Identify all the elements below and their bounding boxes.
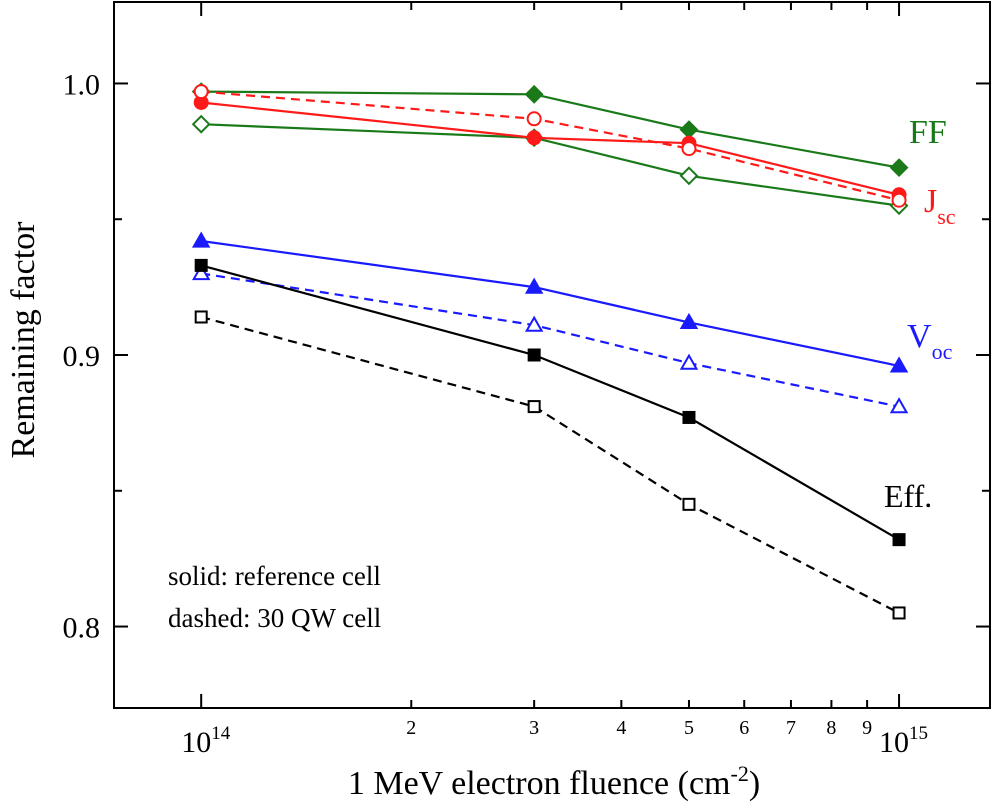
x-minor-tick-label: 4 (616, 717, 626, 739)
series-line-eff_qw (200, 315, 900, 614)
data-point-voc_qw (191, 264, 211, 281)
x-tick-label-base: 10 (181, 726, 211, 759)
data-point-ff_ref (889, 158, 909, 178)
data-point-jsc_ref (526, 130, 542, 146)
x-minor-tick-label: 6 (739, 717, 749, 739)
data-point-jsc_qw (526, 111, 542, 127)
series-eff_qw (194, 310, 906, 620)
data-point-jsc_qw (193, 84, 209, 100)
legend-note-dashed: dashed: 30 QW cell (168, 603, 381, 633)
data-point-ff_qw (679, 166, 699, 186)
x-axis-title-sup: -2 (731, 761, 749, 786)
series-line-ff_ref (201, 90, 900, 169)
data-point-eff_ref (194, 258, 208, 272)
data-point-voc_ref (679, 312, 699, 330)
data-point-eff_qw (527, 400, 541, 414)
data-point-voc_ref (191, 231, 211, 248)
annotation-eff: Eff. (884, 478, 932, 514)
y-tick-label: 0.9 (63, 340, 101, 373)
data-point-voc_qw (679, 353, 699, 370)
data-point-ff_qw (191, 114, 211, 134)
legend-note-solid: solid: reference cell (168, 561, 381, 591)
x-minor-tick-label: 9 (862, 717, 872, 739)
annotation-jsc: Jsc (924, 183, 956, 229)
x-tick-label-exp: 14 (211, 723, 231, 744)
data-point-ff_ref (679, 120, 699, 140)
data-point-ff_ref (524, 84, 544, 104)
data-point-eff_ref (682, 410, 696, 424)
data-point-eff_qw (194, 310, 208, 324)
x-axis-title-close: ) (749, 765, 760, 802)
y-tick-label: 1.0 (63, 68, 101, 101)
x-axis-title-main: 1 MeV electron fluence (cm (348, 765, 731, 802)
data-point-voc_qw (889, 397, 909, 414)
data-point-eff_qw (682, 497, 696, 511)
annotation-voc: Voc (907, 318, 953, 364)
x-tick-label: 1015 (879, 723, 928, 759)
x-minor-tick-label: 7 (786, 717, 796, 739)
x-minor-tick-label: 3 (529, 717, 539, 739)
series-eff_ref (194, 258, 906, 547)
x-tick-label: 1014 (181, 723, 231, 759)
series-line-jsc_qw (201, 90, 900, 202)
data-point-voc_ref (889, 356, 909, 373)
data-point-eff_ref (527, 348, 541, 362)
data-point-eff_ref (892, 533, 906, 547)
data-point-voc_ref (524, 277, 544, 294)
annotation-jsc-main: J (924, 183, 937, 220)
x-minor-tick-label: 8 (826, 717, 836, 739)
annotation-voc-main: V (907, 318, 932, 355)
data-point-voc_qw (524, 315, 544, 332)
data-point-jsc_qw (681, 141, 697, 157)
series-voc_qw (191, 264, 909, 414)
data-point-eff_qw (892, 606, 906, 620)
series-jsc_qw (193, 84, 907, 208)
y-tick-label: 0.8 (63, 612, 101, 645)
x-tick-label-base: 10 (879, 726, 909, 759)
annotation-voc-sub: oc (932, 339, 953, 364)
y-axis-title: Remaining factor (5, 221, 42, 459)
series-line-voc_ref (201, 239, 900, 367)
series-ff_qw (191, 114, 909, 216)
series-line-voc_qw (201, 272, 900, 408)
x-axis-title: 1 MeV electron fluence (cm-2) (348, 761, 760, 802)
annotation-ff: FF (909, 114, 947, 151)
data-series (191, 82, 909, 620)
series-voc_ref (191, 231, 909, 373)
x-minor-tick-label: 2 (406, 717, 416, 739)
x-minor-tick-label: 5 (684, 717, 694, 739)
x-tick-label-exp: 15 (909, 723, 928, 744)
series-line-ff_qw (201, 123, 900, 207)
series-line-jsc_ref (201, 101, 900, 196)
data-point-jsc_qw (891, 192, 907, 208)
series-line-eff_ref (200, 264, 900, 541)
annotation-jsc-sub: sc (937, 204, 956, 229)
series-ff_ref (191, 82, 909, 178)
